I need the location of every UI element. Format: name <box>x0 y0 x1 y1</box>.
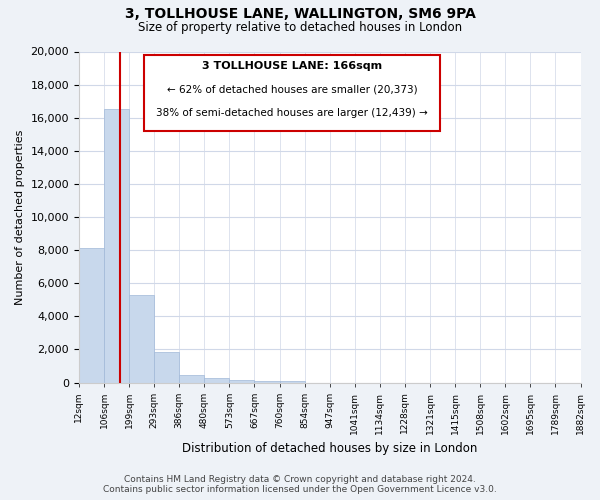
Text: 3 TOLLHOUSE LANE: 166sqm: 3 TOLLHOUSE LANE: 166sqm <box>202 62 382 72</box>
Text: ← 62% of detached houses are smaller (20,373): ← 62% of detached houses are smaller (20… <box>167 84 418 94</box>
Text: 38% of semi-detached houses are larger (12,439) →: 38% of semi-detached houses are larger (… <box>156 108 428 118</box>
Bar <box>104 110 129 382</box>
Bar <box>229 380 254 382</box>
Bar <box>154 352 179 382</box>
Text: Contains HM Land Registry data © Crown copyright and database right 2024.
Contai: Contains HM Land Registry data © Crown c… <box>103 474 497 494</box>
Y-axis label: Number of detached properties: Number of detached properties <box>15 130 25 304</box>
Bar <box>205 378 229 382</box>
Text: 3, TOLLHOUSE LANE, WALLINGTON, SM6 9PA: 3, TOLLHOUSE LANE, WALLINGTON, SM6 9PA <box>125 8 475 22</box>
Bar <box>129 295 154 382</box>
Bar <box>79 248 104 382</box>
Bar <box>280 381 305 382</box>
Bar <box>254 381 280 382</box>
FancyBboxPatch shape <box>144 55 440 131</box>
Bar <box>179 375 205 382</box>
X-axis label: Distribution of detached houses by size in London: Distribution of detached houses by size … <box>182 442 478 455</box>
Text: Size of property relative to detached houses in London: Size of property relative to detached ho… <box>138 21 462 34</box>
